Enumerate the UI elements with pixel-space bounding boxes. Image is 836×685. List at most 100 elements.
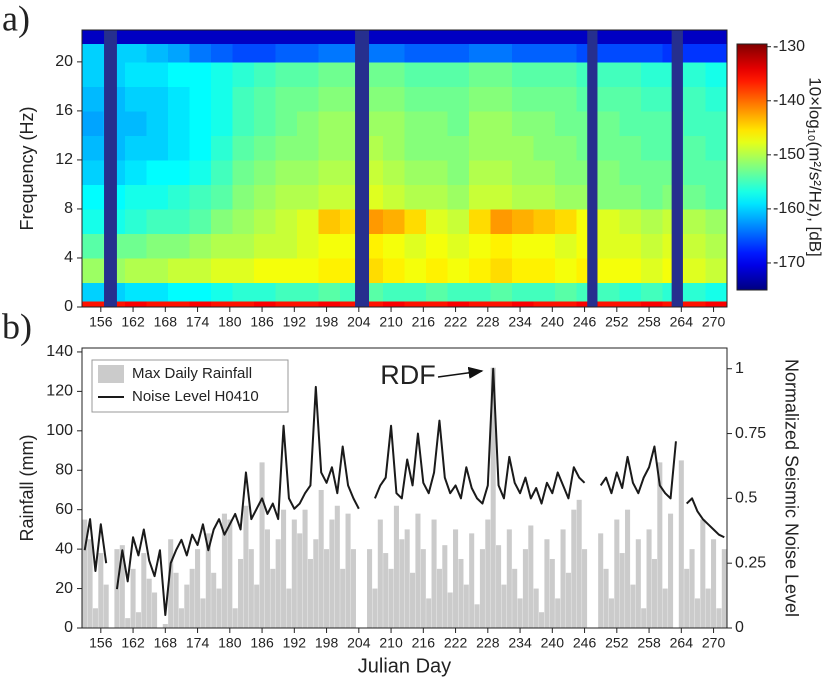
heatmap [82, 30, 728, 308]
heatmap-cell [512, 86, 534, 112]
heatmap-cell [533, 110, 556, 136]
heatmap-cell [232, 208, 255, 234]
heatmap-cell [232, 300, 255, 308]
heatmap-cell [533, 61, 556, 87]
heatmap-cell [146, 300, 169, 308]
heatmap-cell [211, 300, 233, 308]
bar [646, 529, 652, 628]
bar [555, 598, 561, 628]
bar [200, 598, 206, 628]
heatmap-cell [189, 233, 212, 259]
heatmap-cell [189, 282, 212, 302]
bar [657, 462, 663, 628]
heatmap-cell [297, 300, 319, 308]
heatmap-cell [598, 233, 620, 259]
bar [684, 568, 690, 628]
bar [544, 539, 550, 628]
heatmap-cell [82, 300, 104, 308]
heatmap-cell [383, 159, 405, 185]
heatmap-cell [232, 159, 255, 185]
bar [130, 568, 136, 628]
heatmap-cell [125, 61, 147, 87]
bar [189, 568, 195, 628]
bar [474, 604, 480, 628]
bar [324, 549, 330, 628]
data-gap [587, 30, 598, 307]
bar [254, 584, 260, 628]
heatmap-cell [168, 233, 190, 259]
bar [340, 568, 346, 628]
heatmap-cell [146, 86, 169, 112]
heatmap-cell [383, 282, 405, 302]
x-tick-label: 162 [121, 635, 145, 651]
bar [549, 558, 555, 628]
heatmap-cell [641, 86, 663, 112]
bar [689, 549, 695, 628]
bar [383, 553, 389, 628]
y-tick-label: 12 [55, 151, 73, 168]
heatmap-cell [168, 43, 190, 63]
x-axis-label: Julian Day [358, 655, 451, 677]
heatmap-cell [211, 208, 233, 234]
heatmap-cell [146, 43, 169, 63]
x-tick-label: 258 [637, 635, 661, 651]
heatmap-cell [211, 184, 233, 210]
heatmap-cell [469, 257, 491, 283]
colorbar-tick-label: -130 [773, 38, 805, 55]
y2-tick-label: 0 [735, 619, 744, 636]
heatmap-cell [189, 300, 212, 308]
heatmap-cell [318, 86, 341, 112]
bar [221, 513, 227, 628]
heatmap-cell [125, 282, 147, 302]
heatmap-cell [275, 257, 298, 283]
bar [135, 612, 141, 628]
x-tick-label: 156 [89, 635, 113, 651]
x-tick-label: 240 [541, 314, 565, 330]
heatmap-cell [426, 61, 448, 87]
x-tick-label: 186 [250, 314, 274, 330]
data-gap [671, 30, 683, 307]
heatmap-cell [469, 184, 491, 210]
bar [635, 539, 641, 628]
x-tick-label: 174 [186, 314, 210, 330]
heatmap-cell [383, 208, 405, 234]
heatmap-cell [490, 110, 513, 136]
heatmap-cell [533, 282, 556, 302]
bar [264, 529, 270, 628]
bar [426, 598, 432, 628]
bar [168, 539, 174, 628]
x-tick-label: 246 [573, 635, 597, 651]
heatmap-cell [189, 184, 212, 210]
heatmap-cell [318, 61, 341, 87]
bar [125, 618, 131, 628]
heatmap-cell [598, 184, 620, 210]
heatmap-cell [641, 30, 663, 44]
heatmap-cell [469, 43, 491, 63]
y2-tick-label: 0.5 [735, 490, 757, 507]
y-tick-label: 140 [46, 343, 73, 360]
heatmap-cell [469, 233, 491, 259]
bar [98, 553, 104, 628]
heatmap-cell [490, 208, 513, 234]
heatmap-cell [211, 159, 233, 185]
heatmap-cell [189, 43, 212, 63]
bar [184, 584, 190, 628]
heatmap-cell [168, 208, 190, 234]
heatmap-cell [254, 257, 276, 283]
bar [211, 572, 217, 628]
heatmap-cell [555, 110, 577, 136]
heatmap-cell [512, 110, 534, 136]
bar [82, 519, 88, 628]
bar [447, 592, 453, 628]
heatmap-cell [705, 184, 728, 210]
heatmap-cell [555, 282, 577, 302]
heatmap-cell [512, 282, 534, 302]
heatmap-cell [426, 110, 448, 136]
bar [625, 509, 631, 628]
heatmap-cell [275, 233, 298, 259]
heatmap-cell [275, 184, 298, 210]
heatmap-cell [383, 30, 405, 44]
heatmap-cell [641, 233, 663, 259]
